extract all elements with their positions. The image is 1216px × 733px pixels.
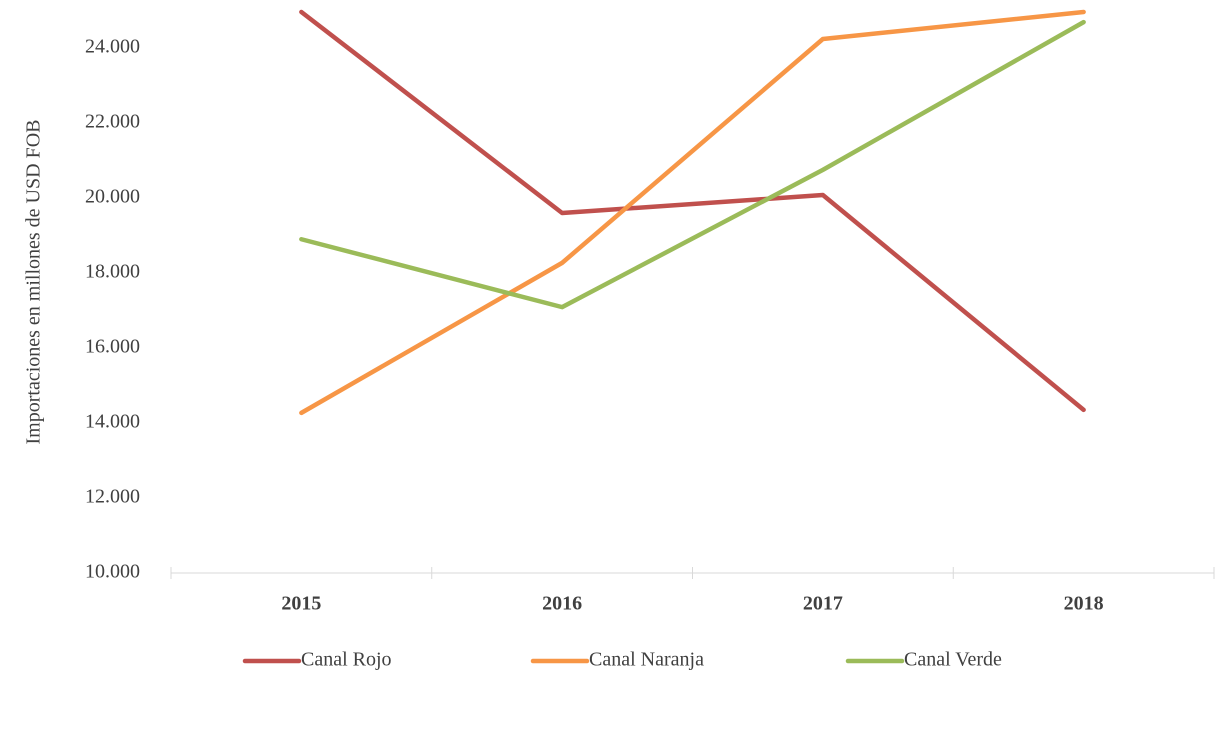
series-line <box>299 19 1086 310</box>
y-tick-label: 20.000 <box>85 186 140 208</box>
y-tick-label: 16.000 <box>85 336 140 358</box>
y-tick-label: 18.000 <box>85 261 140 283</box>
series-line <box>299 9 1086 416</box>
y-tick-label: 10.000 <box>85 561 140 583</box>
legend-label: Canal Rojo <box>301 649 392 671</box>
series-line <box>299 9 1086 413</box>
y-axis-label: Importaciones en millones de USD FOB <box>23 120 45 445</box>
x-tick-label: 2015 <box>281 593 321 615</box>
x-tick-label: 2018 <box>1064 593 1104 615</box>
x-tick-label: 2017 <box>803 593 843 615</box>
y-tick-label: 24.000 <box>85 36 140 58</box>
legend-label: Canal Naranja <box>589 649 704 671</box>
y-tick-label: 14.000 <box>85 411 140 433</box>
y-tick-label: 22.000 <box>85 111 140 133</box>
legend-label: Canal Verde <box>904 649 1002 671</box>
y-tick-label: 12.000 <box>85 486 140 508</box>
x-tick-label: 2016 <box>542 593 582 615</box>
